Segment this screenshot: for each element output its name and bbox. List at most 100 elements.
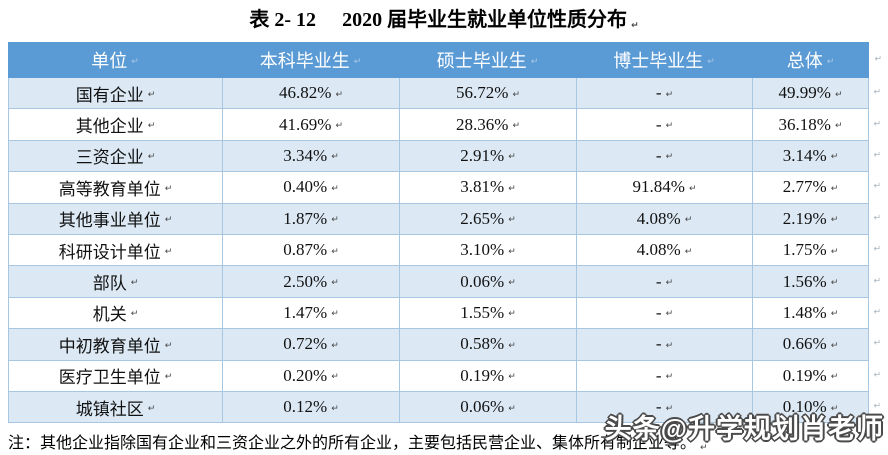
paragraph-mark-icon: ↵	[665, 89, 674, 100]
paragraph-mark-icon: ↵	[130, 278, 139, 289]
paragraph-mark-icon: ↵	[665, 309, 674, 320]
overall-cell: 2.19% ↵	[753, 204, 868, 234]
paragraph-mark-icon: ↵	[830, 246, 839, 257]
row-end-mark-icon: ↵	[873, 87, 881, 98]
overall-cell: 1.56% ↵	[753, 266, 868, 296]
paragraph-mark-icon: ↵	[331, 246, 339, 257]
unit-cell: 科研设计单位 ↵	[9, 234, 223, 266]
paragraph-mark-icon: ↵	[830, 403, 839, 414]
doctor-cell: - ↵	[577, 360, 753, 391]
cell-value: 36.18%	[778, 114, 831, 134]
unit-cell: 机关 ↵	[9, 297, 223, 329]
doctor-cell: 4.08% ↵	[577, 203, 753, 234]
row-end-mark-icon: ↵	[874, 54, 882, 65]
overall-cell: 0.66% ↵	[753, 329, 868, 359]
master-cell: 1.55% ↵	[400, 297, 577, 329]
doctor-cell: - ↵	[577, 297, 753, 329]
paragraph-mark-icon: ↵	[147, 152, 156, 163]
paragraph-mark-icon: ↵	[147, 403, 156, 414]
cell-value: 49.99%	[778, 83, 831, 103]
bachelor-cell: 0.72% ↵	[223, 329, 400, 360]
doctor-cell: - ↵	[577, 109, 753, 140]
doctor-cell: 4.08% ↵	[577, 234, 753, 266]
header-cell-doctor: 博士毕业生 ↵	[576, 47, 752, 73]
cell-value: 3.81%	[460, 177, 505, 197]
master-cell: 3.10% ↵	[400, 234, 577, 266]
master-cell: 0.58% ↵	[400, 329, 577, 360]
bachelor-cell: 1.47% ↵	[223, 297, 400, 329]
paragraph-mark-icon: ↵	[331, 152, 339, 163]
overall-cell: 0.10% ↵	[753, 392, 868, 422]
paragraph-mark-icon: ↵	[164, 340, 173, 351]
table-row: 高等教育单位 ↵ 0.40% ↵ 3.81% ↵ 91.84% ↵ 2.77% ↵ ↵	[8, 172, 881, 204]
paragraph-mark-icon: ↵	[665, 372, 674, 383]
overall-cell: 36.18% ↵	[753, 109, 868, 139]
header-cell-overall: 总体 ↵	[752, 47, 869, 73]
master-cell: 3.81% ↵	[400, 172, 577, 203]
paragraph-mark-icon: ↵	[147, 121, 156, 132]
cell-value: 3.34%	[283, 145, 328, 165]
cell-value: 科研设计单位	[58, 242, 161, 262]
cell-value: -	[655, 334, 662, 354]
header-label: 博士毕业生	[613, 51, 704, 71]
paragraph-mark-icon: ↵	[665, 340, 674, 351]
table-row: 其他事业单位 ↵ 1.87% ↵ 2.65% ↵ 4.08% ↵ 2.19% ↵ ↵	[8, 203, 881, 235]
bachelor-cell: 0.87% ↵	[223, 234, 400, 266]
table-row: 部队 ↵ 2.50% ↵ 0.06% ↵ - ↵ 1.56% ↵ ↵	[8, 266, 881, 298]
paragraph-mark-icon: ↵	[830, 215, 839, 226]
paragraph-mark-icon: ↵	[631, 21, 639, 31]
cell-value: 中初教育单位	[58, 336, 161, 356]
paragraph-mark-icon: ↵	[130, 309, 139, 320]
paragraph-mark-icon: ↵	[512, 121, 520, 132]
table-number: 表 2- 12	[249, 9, 317, 31]
row-end-mark-icon: ↵	[873, 244, 881, 255]
cell-value: 3.10%	[460, 240, 505, 260]
cell-value: 2.65%	[460, 208, 505, 228]
cell-value: -	[655, 365, 662, 385]
cell-value: 2.91%	[460, 145, 505, 165]
overall-cell: 0.19% ↵	[753, 361, 868, 391]
paragraph-mark-icon: ↵	[331, 309, 339, 320]
row-end-mark-icon: ↵	[873, 307, 881, 318]
cell-value: 其他事业单位	[58, 211, 161, 231]
doctor-cell: - ↵	[577, 391, 753, 423]
paragraph-mark-icon: ↵	[684, 215, 693, 226]
cell-value: 0.20%	[283, 365, 328, 385]
row-end-mark-icon: ↵	[873, 370, 881, 381]
master-cell: 0.19% ↵	[400, 360, 577, 391]
overall-cell: 49.99% ↵	[753, 78, 868, 108]
unit-cell: 城镇社区 ↵	[9, 391, 223, 423]
cell-value: 1.75%	[782, 240, 827, 260]
paragraph-mark-icon: ↵	[508, 278, 516, 289]
cell-value: 国有企业	[75, 85, 144, 105]
table-row: 其他企业 ↵ 41.69% ↵ 28.36% ↵ - ↵ 36.18% ↵ ↵	[8, 109, 881, 141]
row-end-mark-icon: ↵	[873, 338, 881, 349]
paragraph-mark-icon: ↵	[707, 56, 715, 67]
page-title: 表 2- 12 2020 届毕业生就业单位性质分布 ↵	[0, 3, 888, 32]
paragraph-mark-icon: ↵	[834, 89, 843, 100]
paragraph-mark-icon: ↵	[353, 56, 362, 67]
cell-value: 机关	[92, 305, 127, 325]
paragraph-mark-icon: ↵	[335, 89, 343, 100]
master-cell: 2.91% ↵	[400, 140, 577, 172]
doctor-cell: - ↵	[577, 266, 753, 297]
header-cell-master: 硕士毕业生 ↵	[399, 47, 576, 73]
cell-value: 2.77%	[782, 177, 827, 197]
paragraph-mark-icon: ↵	[508, 152, 516, 163]
cell-value: 0.12%	[283, 397, 328, 417]
header-label: 总体	[786, 51, 823, 71]
paragraph-mark-icon: ↵	[700, 443, 708, 453]
row-end-mark-icon: ↵	[873, 181, 881, 192]
cell-value: 0.87%	[283, 240, 328, 260]
cell-value: 部队	[92, 274, 127, 294]
paragraph-mark-icon: ↵	[331, 372, 339, 383]
bachelor-cell: 0.40% ↵	[223, 172, 400, 203]
paragraph-mark-icon: ↵	[147, 89, 156, 100]
paragraph-mark-icon: ↵	[508, 340, 516, 351]
cell-value: 医疗卫生单位	[58, 368, 161, 388]
header-cell-bachelor: 本科毕业生 ↵	[222, 47, 399, 73]
paragraph-mark-icon: ↵	[830, 278, 839, 289]
cell-value: 0.06%	[460, 271, 505, 291]
paragraph-mark-icon: ↵	[164, 183, 173, 194]
paragraph-mark-icon: ↵	[830, 183, 839, 194]
